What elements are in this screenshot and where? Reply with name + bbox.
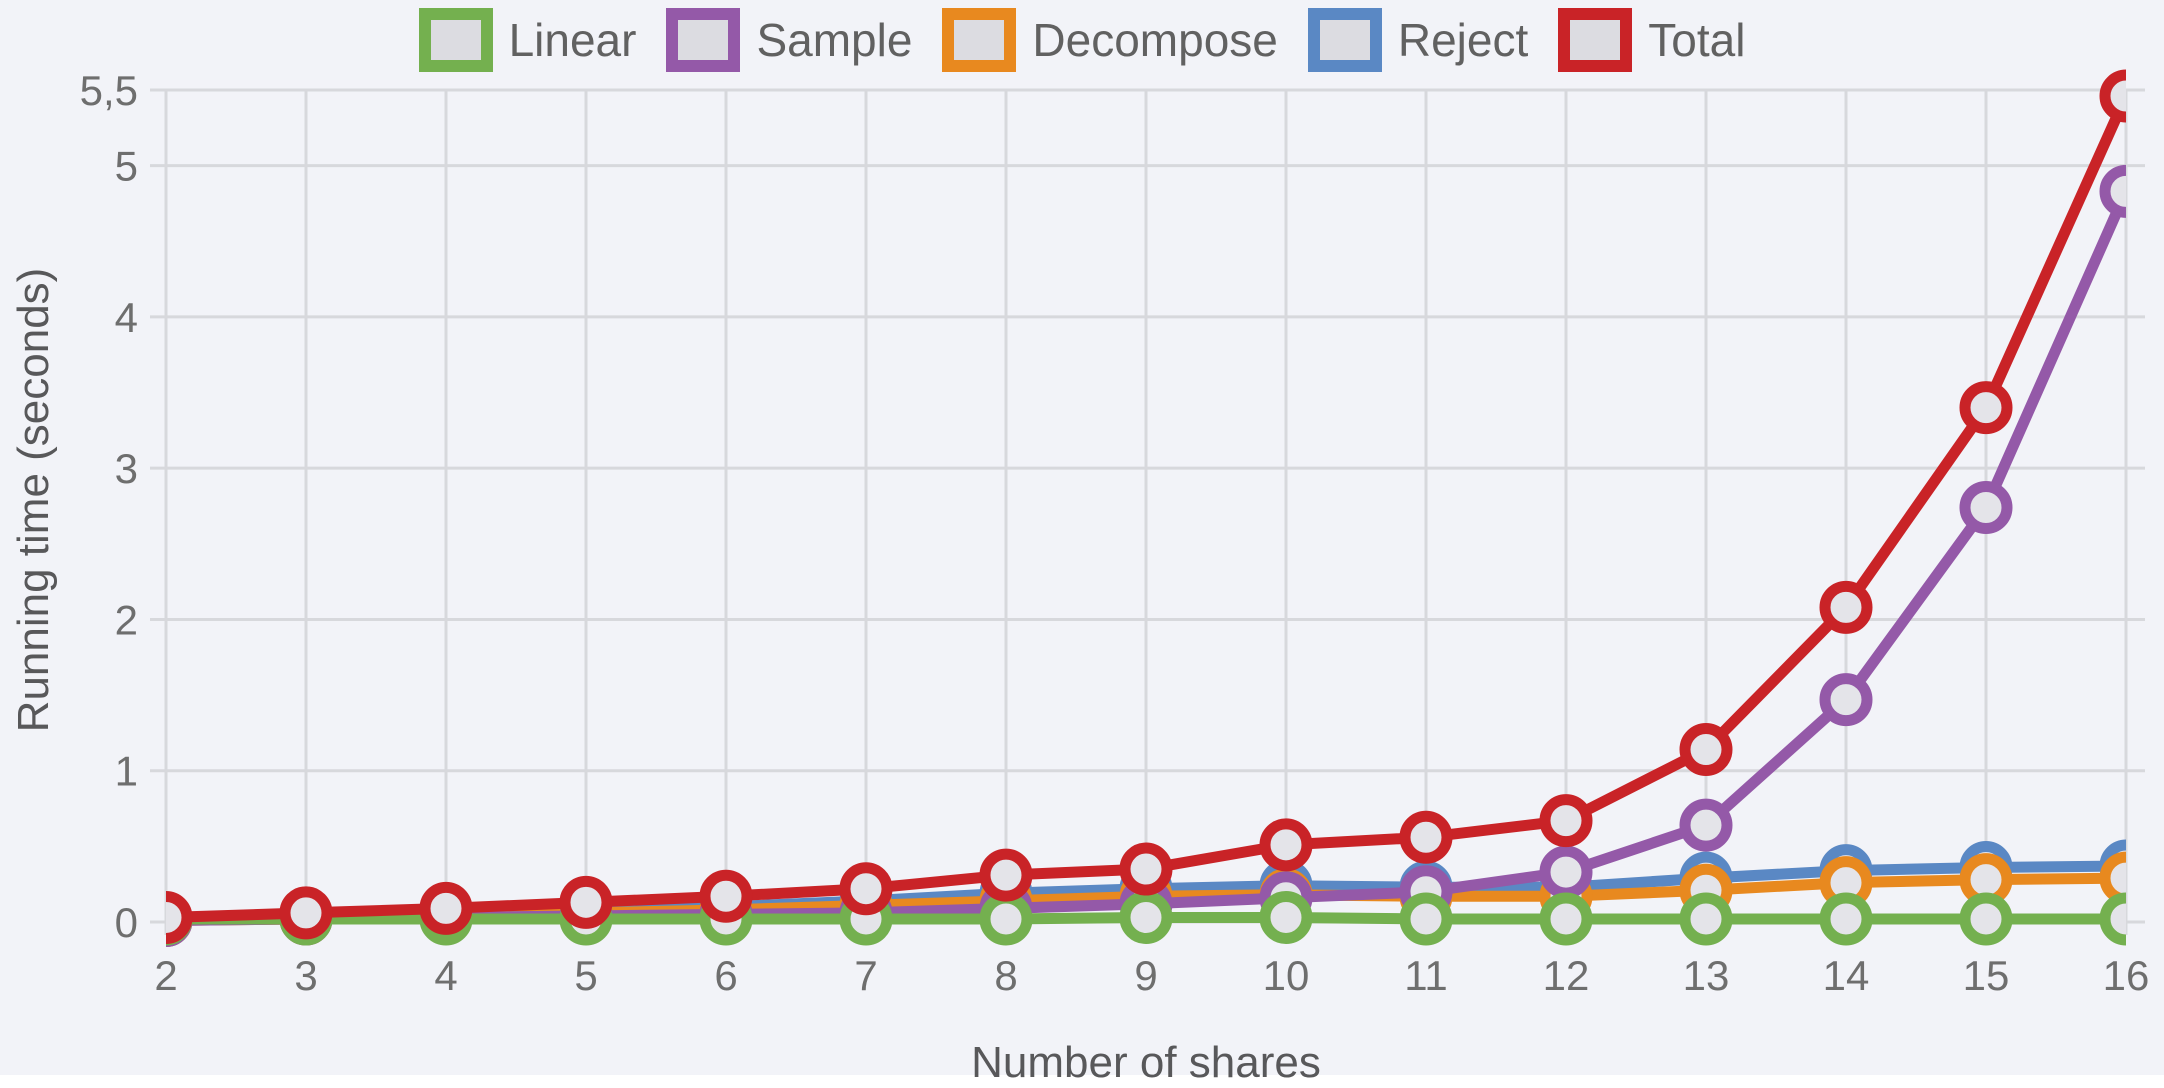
legend-item-sample: Sample (666, 8, 912, 72)
data-point-marker (1679, 892, 1733, 946)
x-tick-label: 4 (434, 952, 457, 999)
legend-swatch-decompose (942, 8, 1017, 72)
data-point-marker (279, 886, 333, 940)
data-point-marker (1119, 890, 1173, 944)
data-point-marker (559, 875, 613, 929)
y-tick-label: 3 (115, 445, 138, 492)
data-point-marker (419, 881, 473, 935)
data-point-marker (979, 892, 1033, 946)
x-tick-label: 3 (294, 952, 317, 999)
data-point-marker (2099, 851, 2126, 905)
x-tick-label: 16 (2103, 952, 2150, 999)
x-tick-label: 2 (154, 952, 177, 999)
legend-label-sample: Sample (756, 14, 913, 66)
legend-swatch-reject (1307, 8, 1382, 72)
y-tick-labels: 0 1 2 3 4 5 5,5 (80, 67, 138, 946)
y-tick-label: 5 (115, 143, 138, 190)
data-point-marker (1539, 794, 1593, 848)
legend-swatch-sample (666, 8, 741, 72)
data-point-marker (1959, 481, 2013, 535)
x-tick-labels: 2 3 4 5 6 7 8 9 10 11 12 13 14 15 16 (154, 952, 2149, 999)
gridlines (150, 88, 2145, 935)
data-point-marker (1259, 890, 1313, 944)
y-tick-label: 5,5 (80, 67, 138, 114)
x-tick-label: 6 (714, 952, 737, 999)
data-point-marker (2099, 892, 2126, 946)
data-point-marker (1959, 381, 2013, 435)
y-tick-label: 4 (115, 294, 138, 341)
data-point-marker (1259, 818, 1313, 872)
legend-item-total: Total (1558, 8, 1745, 72)
x-axis-title: Number of shares (971, 1038, 1321, 1087)
legend-item-reject: Reject (1307, 8, 1529, 72)
series-total (166, 69, 2126, 944)
data-point-marker (2099, 164, 2126, 218)
y-tick-label: 0 (115, 899, 138, 946)
x-tick-label: 8 (994, 952, 1017, 999)
x-tick-label: 9 (1134, 952, 1157, 999)
legend-item-decompose: Decompose (942, 8, 1278, 72)
data-point-marker (1819, 580, 1873, 634)
data-point-marker (1819, 892, 1873, 946)
legend-swatch-total (1558, 8, 1633, 72)
legend-swatch-linear (418, 8, 493, 72)
x-tick-label: 10 (1263, 952, 1310, 999)
x-tick-label: 5 (574, 952, 597, 999)
x-tick-label: 13 (1683, 952, 1730, 999)
data-point-marker (1959, 892, 2013, 946)
chart-legend: Linear Sample Decompose Reject Total (0, 8, 2164, 72)
data-point-marker (839, 862, 893, 916)
x-tick-label: 12 (1543, 952, 1590, 999)
y-tick-label: 1 (115, 748, 138, 795)
data-point-marker (1399, 892, 1453, 946)
legend-item-linear: Linear (418, 8, 637, 72)
legend-label-linear: Linear (508, 14, 637, 66)
data-point-marker (1679, 798, 1733, 852)
y-tick-label: 2 (115, 596, 138, 643)
data-point-marker (166, 890, 193, 944)
data-point-marker (699, 869, 753, 923)
data-point-marker (1819, 673, 1873, 727)
legend-label-reject: Reject (1397, 14, 1529, 66)
legend-label-total: Total (1648, 14, 1746, 66)
x-tick-label: 11 (1404, 952, 1448, 999)
data-point-marker (1679, 723, 1733, 777)
data-point-marker (1119, 842, 1173, 896)
legend-label-decompose: Decompose (1032, 14, 1278, 66)
data-point-marker (1539, 892, 1593, 946)
x-tick-label: 7 (854, 952, 877, 999)
y-axis-title: Running time (seconds) (9, 267, 58, 733)
data-point-marker (1539, 845, 1593, 899)
data-point-marker (1399, 810, 1453, 864)
data-point-marker (979, 848, 1033, 902)
x-tick-label: 15 (1963, 952, 2010, 999)
x-tick-label: 14 (1823, 952, 1870, 999)
data-point-marker (2099, 69, 2126, 123)
